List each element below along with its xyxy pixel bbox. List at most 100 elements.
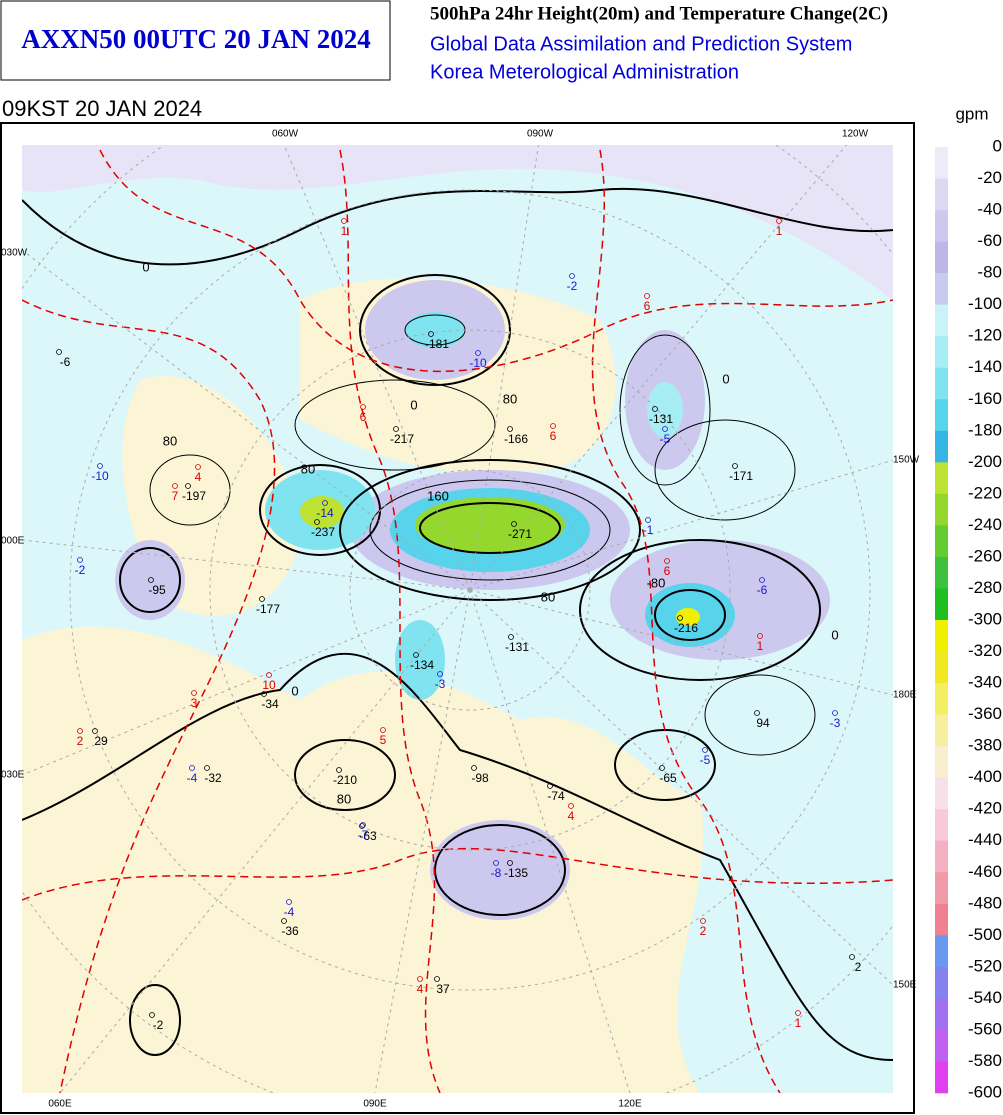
center-marker xyxy=(341,218,347,224)
colorbar: 0 -20 -40 -60 -80 -100 -120 -140 -160 -180 -200 -22… xyxy=(935,136,1002,1101)
temperature-change-label: 1 xyxy=(795,1016,802,1030)
center-marker xyxy=(428,331,434,337)
height-change-label: -171 xyxy=(729,469,753,483)
height-change-label: -181 xyxy=(425,337,449,351)
center-marker xyxy=(550,423,556,429)
center-marker xyxy=(757,633,763,639)
height-change-label: -36 xyxy=(281,924,299,938)
temperature-change-label: -6 xyxy=(757,583,768,597)
colorbar-label: -320 xyxy=(968,641,1002,660)
center-marker xyxy=(77,728,83,734)
temperature-change-label: 6 xyxy=(360,410,367,424)
colorbar-bin xyxy=(935,147,948,179)
center-marker xyxy=(149,1012,155,1018)
height-change-label: -197 xyxy=(182,489,206,503)
center-marker xyxy=(700,918,706,924)
center-marker xyxy=(732,463,738,469)
axis-label: 060W xyxy=(272,129,299,140)
temperature-change-label: 6 xyxy=(664,564,671,578)
center-marker xyxy=(475,350,481,356)
colorbar-bin xyxy=(935,336,948,369)
colorbar-label: -280 xyxy=(968,578,1002,597)
center-marker xyxy=(286,899,292,905)
contour-label: 80 xyxy=(541,589,555,604)
height-change-label: -131 xyxy=(649,412,673,426)
center-marker xyxy=(281,918,287,924)
colorbar-bin xyxy=(935,903,948,936)
colorbar-label: -340 xyxy=(968,673,1002,692)
contour-label: 80 xyxy=(337,791,351,806)
center-marker xyxy=(664,558,670,564)
center-marker xyxy=(266,672,272,678)
axis-label: 030W xyxy=(1,248,28,259)
center-marker xyxy=(56,349,62,355)
colorbar-bin xyxy=(935,809,948,842)
height-change-label: -2 xyxy=(153,1018,164,1032)
colorbar-bin xyxy=(935,935,948,968)
height-fall-area xyxy=(647,382,683,438)
colorbar-unit: gpm xyxy=(955,104,988,123)
center-marker xyxy=(434,976,440,982)
colorbar-label: -400 xyxy=(968,767,1002,786)
colorbar-label: -480 xyxy=(968,893,1002,912)
colorbar-label: -600 xyxy=(968,1082,1002,1101)
map-axis-labels: 060W 090W 120W 030W 000E 030E 150W 180E 150E 060E… xyxy=(1,129,920,1110)
center-marker xyxy=(261,691,267,697)
center-marker xyxy=(259,596,265,602)
center-marker xyxy=(92,728,98,734)
contour-label: 160 xyxy=(427,488,449,503)
temperature-change-label: 4 xyxy=(195,470,202,484)
colorbar-label: -40 xyxy=(977,200,1002,219)
center-marker xyxy=(204,765,210,771)
contour-label: 0 xyxy=(831,627,838,642)
colorbar-bin xyxy=(935,399,948,432)
center-marker xyxy=(437,671,443,677)
height-fall-area xyxy=(115,540,185,620)
colorbar-label: -20 xyxy=(977,168,1002,187)
center-marker xyxy=(336,767,342,773)
land xyxy=(22,626,704,1093)
colorbar-label: -180 xyxy=(968,420,1002,439)
temperature-change-label: 10 xyxy=(262,678,276,692)
center-marker xyxy=(359,823,365,829)
height-change-label: -210 xyxy=(333,773,357,787)
colorbar-label: -240 xyxy=(968,515,1002,534)
colorbar-label: -80 xyxy=(977,263,1002,282)
colorbar-label: -300 xyxy=(968,609,1002,628)
contour-label: 80 xyxy=(301,461,315,476)
center-marker xyxy=(322,500,328,506)
center-marker xyxy=(380,727,386,733)
colorbar-bin xyxy=(935,966,948,999)
center-marker xyxy=(659,765,665,771)
colorbar-label: -200 xyxy=(968,452,1002,471)
colorbar-label: -580 xyxy=(968,1051,1002,1070)
temperature-change-label: 2 xyxy=(77,734,84,748)
temperature-change-label: -5 xyxy=(700,753,711,767)
height-change-label: -34 xyxy=(261,697,279,711)
colorbar-label: -160 xyxy=(968,389,1002,408)
center-marker xyxy=(314,519,320,525)
center-marker xyxy=(77,557,83,563)
colorbar-label: -500 xyxy=(968,925,1002,944)
colorbar-bin xyxy=(935,872,948,905)
center-marker xyxy=(493,860,499,866)
temperature-change-label: 4 xyxy=(417,982,424,996)
height-change-label: -271 xyxy=(508,527,532,541)
colorbar-bin xyxy=(935,556,948,589)
colorbar-bin xyxy=(935,998,948,1031)
height-change-label: -63 xyxy=(359,829,377,843)
contour-label: 80 xyxy=(163,433,177,448)
center-marker xyxy=(645,517,651,523)
colorbar-bin xyxy=(935,241,948,274)
colorbar-bin xyxy=(935,304,948,337)
center-marker xyxy=(185,483,191,489)
axis-label: 090E xyxy=(363,1099,387,1110)
center-marker xyxy=(97,463,103,469)
center-marker xyxy=(191,690,197,696)
temperature-change-label: 2 xyxy=(700,924,707,938)
center-marker xyxy=(776,218,782,224)
center-marker xyxy=(471,765,477,771)
temperature-change-label: 1 xyxy=(776,224,783,238)
height-fall-area xyxy=(405,312,465,348)
colorbar-label: -540 xyxy=(968,988,1002,1007)
